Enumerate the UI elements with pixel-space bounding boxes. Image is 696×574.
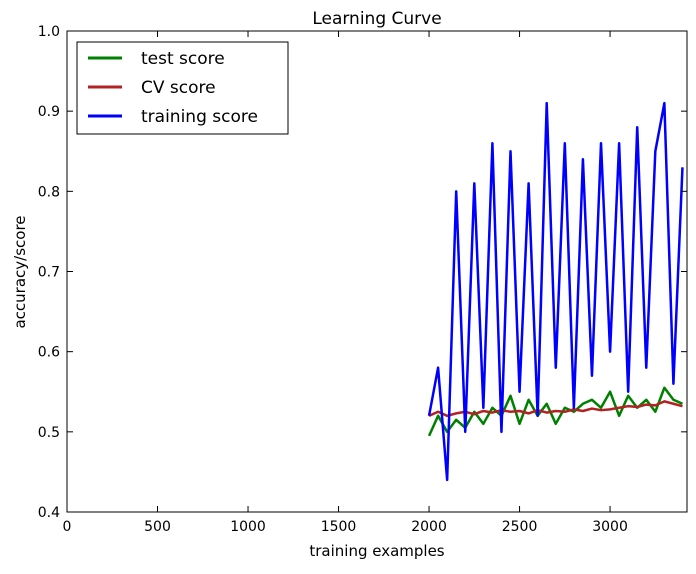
series-line-training-score	[427, 101, 684, 482]
x-axis: 0 500 1000 1500 2000 2500 3000	[63, 31, 628, 535]
y-axis-label: accuracy/score	[11, 215, 29, 328]
x-tick-label: 500	[144, 519, 171, 535]
legend-label-test-score: test score	[141, 49, 225, 69]
legend-label-cv-score: CV score	[141, 78, 216, 98]
legend-label-training-score: training score	[141, 107, 258, 127]
y-tick-label: 1.0	[38, 24, 60, 40]
series-lines	[427, 101, 684, 482]
series-line-cv-score	[428, 400, 683, 418]
y-tick-label: 0.6	[38, 345, 60, 361]
x-tick-label: 2000	[411, 519, 447, 535]
legend: test score CV score training score	[76, 41, 289, 135]
y-axis: 0.4 0.5 0.6 0.7 0.8 0.9 1.0	[38, 24, 687, 521]
x-tick-label: 1000	[230, 519, 266, 535]
x-tick-label: 0	[63, 519, 72, 535]
chart-title: Learning Curve	[312, 9, 441, 29]
x-tick-label: 2500	[502, 519, 538, 535]
y-tick-label: 0.8	[38, 184, 60, 200]
x-tick-label: 1500	[321, 519, 357, 535]
y-tick-label: 0.7	[38, 265, 60, 281]
x-axis-label: training examples	[309, 542, 444, 560]
x-tick-label: 3000	[592, 519, 628, 535]
y-tick-label: 0.4	[38, 505, 60, 521]
y-tick-label: 0.5	[38, 425, 60, 441]
y-tick-label: 0.9	[38, 104, 60, 120]
